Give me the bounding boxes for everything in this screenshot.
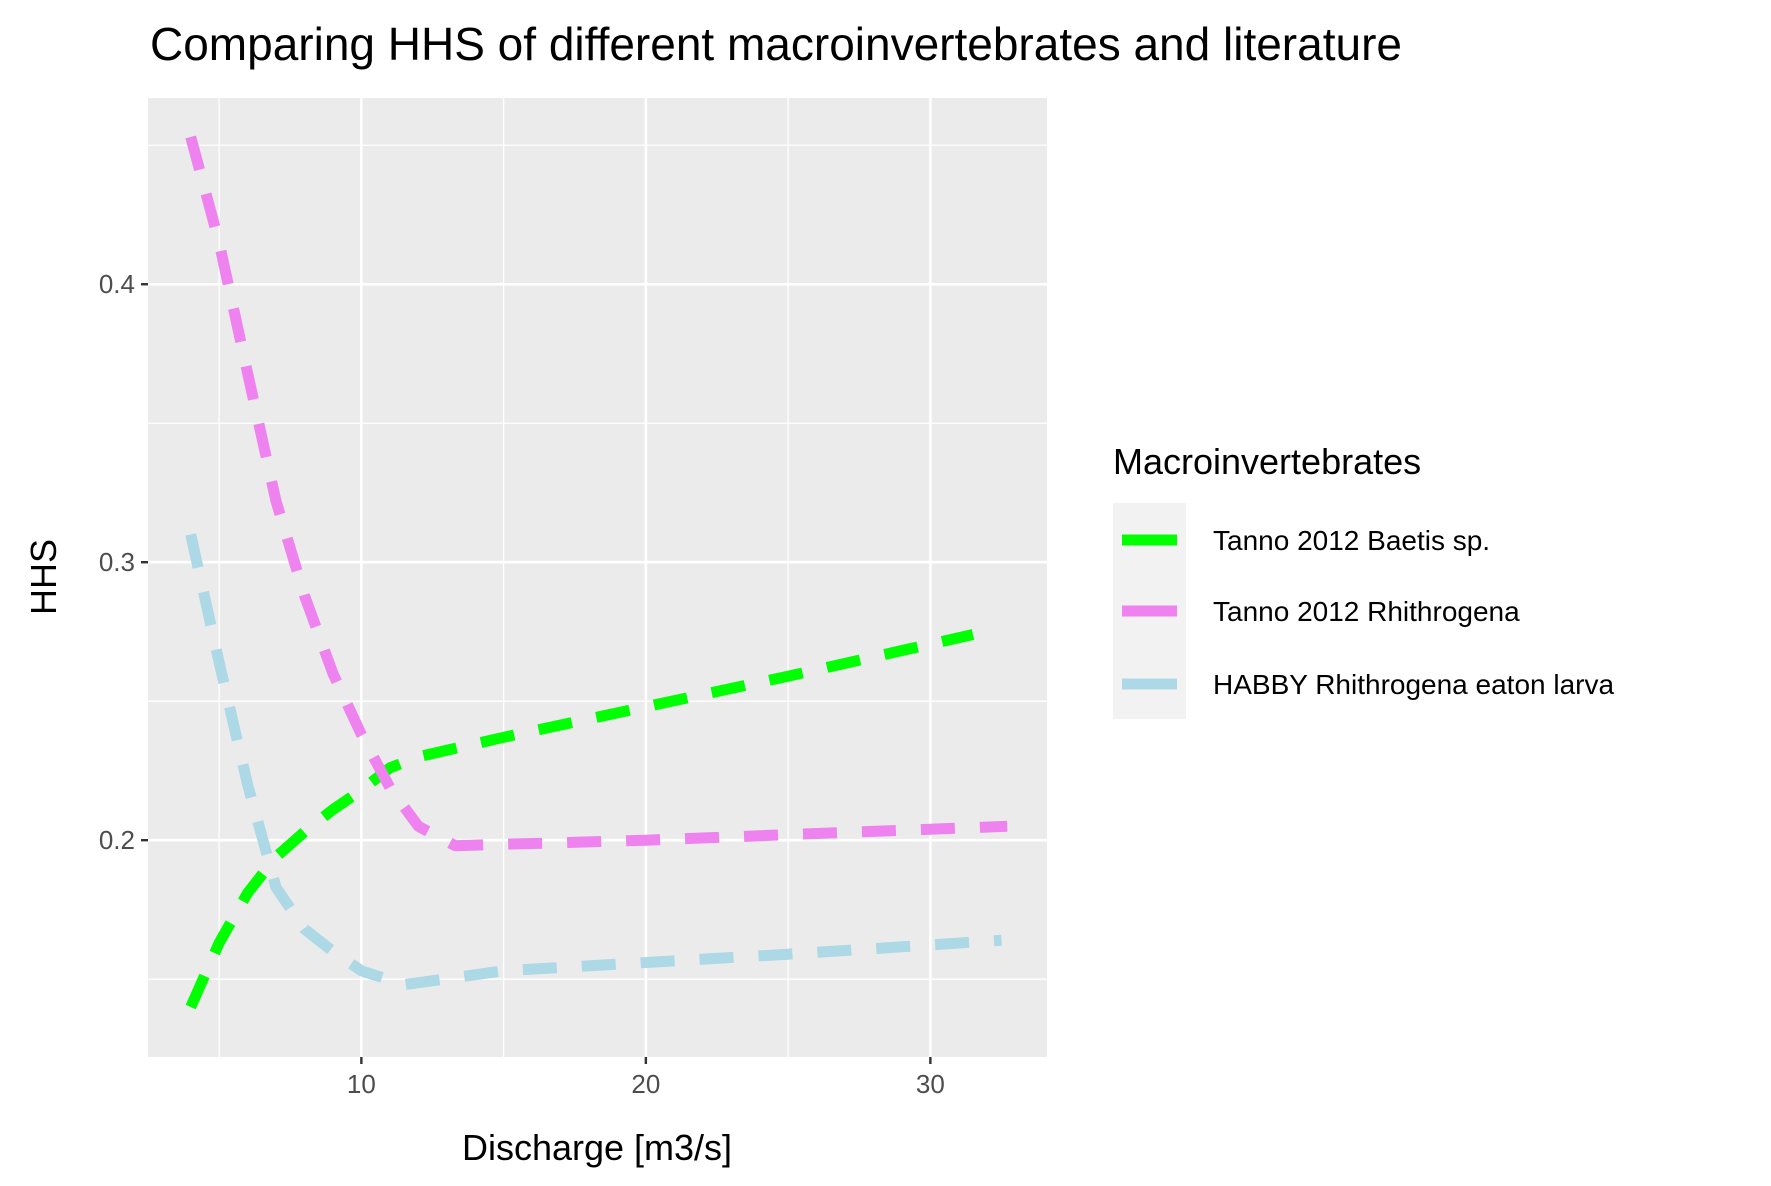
x-tick-label: 10 <box>347 1069 376 1099</box>
y-tick-label: 0.2 <box>99 825 135 855</box>
series-line-1 <box>185 629 975 1010</box>
legend-label-3: HABBY Rhithrogena eaton larva <box>1213 669 1614 700</box>
legend-items: Tanno 2012 Baetis sp. Tanno 2012 Rhithrog… <box>1122 525 1614 700</box>
x-tick-label: 30 <box>916 1069 945 1099</box>
plot-panel <box>148 98 1047 1057</box>
legend: Macroinvertebrates Tanno 2012 Baetis sp.… <box>1113 441 1614 719</box>
legend-label-2: Tanno 2012 Rhithrogena <box>1213 596 1520 627</box>
y-tick-label: 0.4 <box>99 269 135 299</box>
series-line-3 <box>185 533 1002 991</box>
tick-labels: 10 20 30 0.2 0.3 0.4 <box>99 269 945 1099</box>
y-tick-label: 0.3 <box>99 547 135 577</box>
chart-title: Comparing HHS of different macroinverteb… <box>150 18 1402 70</box>
legend-label-1: Tanno 2012 Baetis sp. <box>1213 525 1490 556</box>
axis-ticks <box>141 283 932 1064</box>
x-axis-title: Discharge [m3/s] <box>462 1127 732 1168</box>
legend-title: Macroinvertebrates <box>1113 441 1421 482</box>
x-tick-label: 20 <box>631 1069 660 1099</box>
y-axis-title: HHS <box>23 539 64 615</box>
series-lines <box>185 135 1008 1010</box>
grid-minor <box>148 98 1047 1057</box>
series-line-2 <box>185 135 1008 852</box>
